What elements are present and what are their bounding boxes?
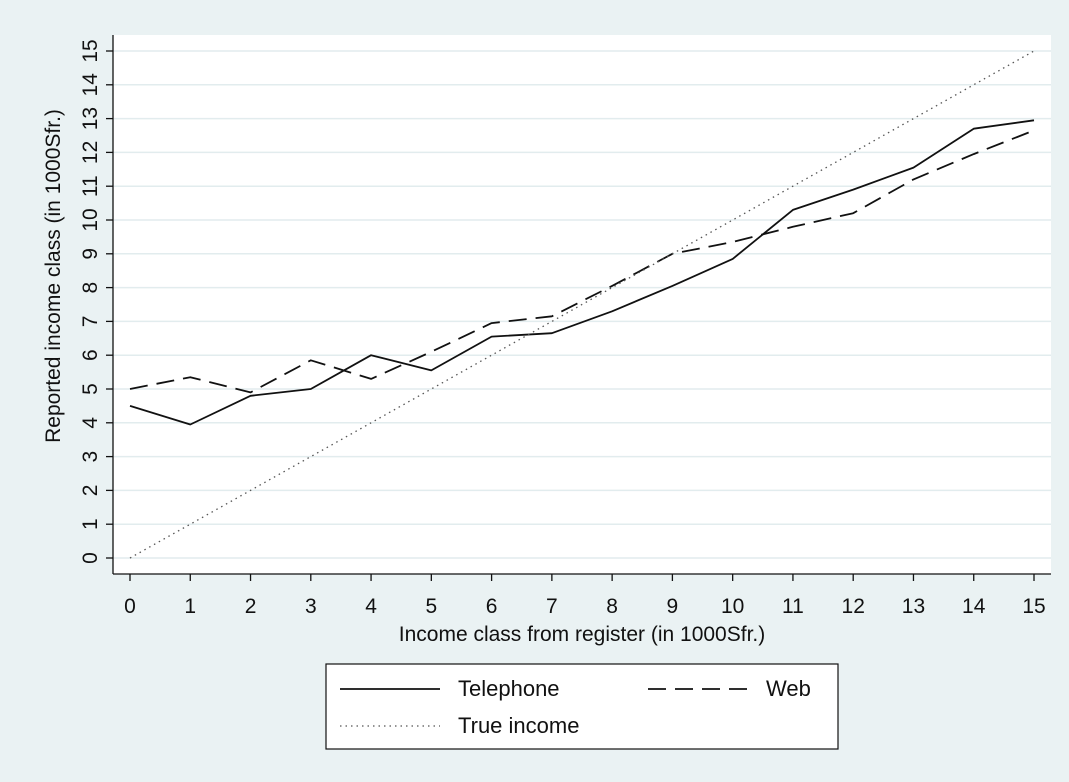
x-tick-label-15: 15: [1022, 595, 1045, 618]
x-axis-title: Income class from register (in 1000Sfr.): [399, 623, 765, 646]
x-tick-label-12: 12: [842, 595, 865, 618]
x-tick-label-10: 10: [721, 595, 744, 618]
y-tick-label-0: 0: [79, 552, 102, 564]
legend-label-true-income: True income: [458, 713, 579, 738]
x-tick-label-13: 13: [902, 595, 925, 618]
legend-label-telephone: Telephone: [458, 676, 560, 701]
y-tick-label-8: 8: [79, 282, 102, 294]
y-tick-label-15: 15: [79, 39, 102, 62]
x-tick-label-0: 0: [124, 595, 136, 618]
y-axis-title: Reported income class (in 1000Sfr.): [42, 109, 65, 443]
x-tick-label-14: 14: [962, 595, 986, 618]
x-tick-label-4: 4: [365, 595, 377, 618]
x-tick-label-1: 1: [184, 595, 196, 618]
y-tick-label-2: 2: [79, 485, 102, 497]
legend-label-web: Web: [766, 676, 811, 701]
x-tick-label-6: 6: [486, 595, 498, 618]
x-tick-label-7: 7: [546, 595, 558, 618]
axes-layer: 0 1 2 3 4 5 6 7 8 9 10 11 12 13 14 15012345678910111213…: [79, 35, 1051, 618]
y-tick-label-13: 13: [79, 107, 102, 130]
y-tick-label-5: 5: [79, 383, 102, 395]
y-tick-label-12: 12: [79, 141, 102, 164]
y-tick-label-9: 9: [79, 248, 102, 260]
y-tick-label-14: 14: [79, 73, 102, 97]
y-tick-label-3: 3: [79, 451, 102, 463]
series-line-telephone: [129, 119, 1035, 426]
x-tick-label-8: 8: [606, 595, 618, 618]
y-tick-label-7: 7: [79, 316, 102, 328]
series-layer: [129, 50, 1035, 559]
y-tick-label-1: 1: [79, 518, 102, 530]
x-tick-label-2: 2: [245, 595, 257, 618]
x-tick-label-5: 5: [425, 595, 437, 618]
legend-box: [325, 663, 839, 750]
x-tick-label-3: 3: [305, 595, 317, 618]
y-tick-label-6: 6: [79, 349, 102, 361]
series-line-true-income: [129, 50, 1035, 559]
x-tick-label-11: 11: [782, 595, 804, 618]
y-tick-label-4: 4: [79, 417, 102, 429]
y-tick-label-10: 10: [79, 208, 102, 231]
y-tick-label-11: 11: [79, 175, 102, 197]
legend: Telephone Web True income: [325, 663, 839, 750]
x-tick-label-9: 9: [667, 595, 679, 618]
